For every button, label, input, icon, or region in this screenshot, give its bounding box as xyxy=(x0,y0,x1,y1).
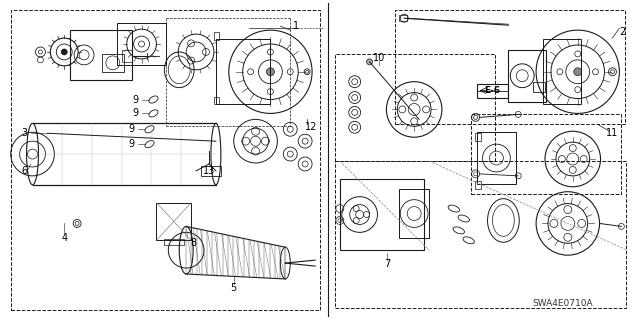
Bar xyxy=(156,203,191,240)
Circle shape xyxy=(266,68,275,76)
Text: 5: 5 xyxy=(230,283,237,293)
Text: 11: 11 xyxy=(606,128,618,138)
Text: 9: 9 xyxy=(132,108,139,118)
Text: 8: 8 xyxy=(190,238,196,248)
Bar xyxy=(399,15,407,21)
Text: 13: 13 xyxy=(203,166,215,176)
Text: 9: 9 xyxy=(129,139,134,149)
Bar xyxy=(396,10,625,124)
Bar xyxy=(508,50,546,101)
Text: 1: 1 xyxy=(293,21,300,31)
Text: 6: 6 xyxy=(22,166,28,176)
Circle shape xyxy=(367,59,372,65)
Bar xyxy=(122,50,132,62)
Bar xyxy=(335,161,627,308)
Text: 9: 9 xyxy=(132,94,139,105)
Text: 3: 3 xyxy=(22,128,28,138)
Bar xyxy=(477,84,508,98)
Bar xyxy=(214,97,219,105)
Text: 2: 2 xyxy=(620,27,625,37)
Bar xyxy=(399,189,429,238)
Bar xyxy=(11,10,320,310)
Bar xyxy=(216,39,271,105)
Bar xyxy=(533,82,545,92)
Text: 9: 9 xyxy=(129,124,134,134)
Bar xyxy=(335,54,495,161)
Bar xyxy=(470,115,621,194)
Text: 7: 7 xyxy=(384,259,390,269)
Text: 4: 4 xyxy=(61,233,67,243)
Bar xyxy=(214,32,219,40)
Bar xyxy=(543,39,580,105)
Text: SWA4E0710A: SWA4E0710A xyxy=(532,299,593,308)
Bar xyxy=(475,133,481,141)
Circle shape xyxy=(574,68,582,76)
Bar xyxy=(70,30,132,80)
Circle shape xyxy=(61,49,67,55)
Text: E-6: E-6 xyxy=(484,86,500,95)
Bar xyxy=(340,179,424,250)
Text: 12: 12 xyxy=(305,122,317,132)
Bar xyxy=(102,54,124,72)
Bar xyxy=(477,132,516,184)
Bar xyxy=(475,181,481,189)
Bar xyxy=(116,23,166,65)
Bar xyxy=(201,166,221,176)
Text: 10: 10 xyxy=(373,53,386,63)
Bar xyxy=(164,239,184,245)
